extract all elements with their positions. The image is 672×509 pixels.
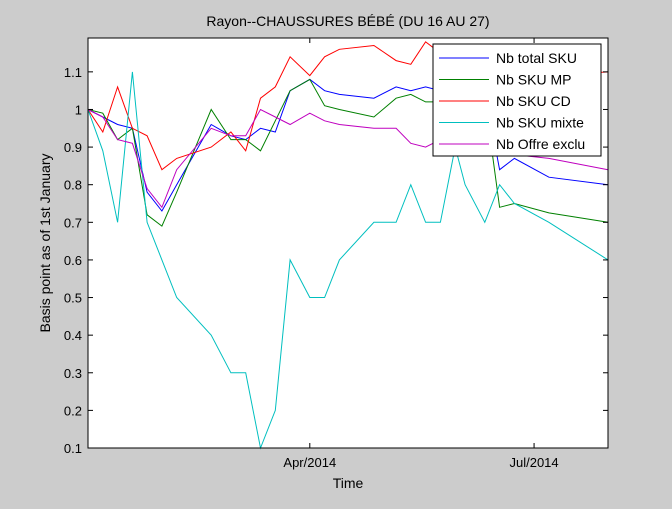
y-tick-label: 0.2	[64, 403, 82, 418]
y-tick-label: 0.3	[64, 366, 82, 381]
y-tick-label: 1.1	[64, 65, 82, 80]
y-tick-label: 0.9	[64, 140, 82, 155]
chart-title: Rayon--CHAUSSURES BÉBÉ (DU 16 AU 27)	[206, 13, 489, 29]
plot-frame	[87, 37, 609, 449]
y-axis: 0.1 0.2 0.3 0.4 0.5 0.6 0.7 0.8 0.9 1 1.1	[64, 65, 608, 456]
x-axis-label: Time	[333, 475, 364, 491]
y-tick-label: 0.1	[64, 441, 82, 456]
series-line-4	[87, 71, 609, 450]
legend-label: Nb total SKU	[496, 50, 577, 66]
x-tick-label: Jul/2014	[509, 455, 558, 470]
legend-label: Nb Offre exclu	[496, 136, 585, 152]
y-axis-label: Basis point as of 1st January	[37, 154, 53, 333]
y-tick-label: 1	[75, 102, 82, 117]
y-tick-label: 0.4	[64, 328, 82, 343]
x-tick-label: Apr/2014	[283, 455, 336, 470]
legend-box	[432, 43, 602, 157]
y-tick-label: 0.7	[64, 215, 82, 230]
y-tick-label: 0.5	[64, 291, 82, 306]
legend-label: Nb SKU mixte	[496, 115, 584, 131]
y-tick-label: 0.6	[64, 253, 82, 268]
legend-label: Nb SKU MP	[496, 72, 571, 88]
legend: Nb total SKU Nb SKU MP Nb SKU CD Nb SKU mix…	[432, 43, 602, 157]
legend-label: Nb SKU CD	[496, 93, 571, 109]
x-axis: Apr/2014 Jul/2014	[283, 38, 559, 470]
y-tick-label: 0.8	[64, 178, 82, 193]
